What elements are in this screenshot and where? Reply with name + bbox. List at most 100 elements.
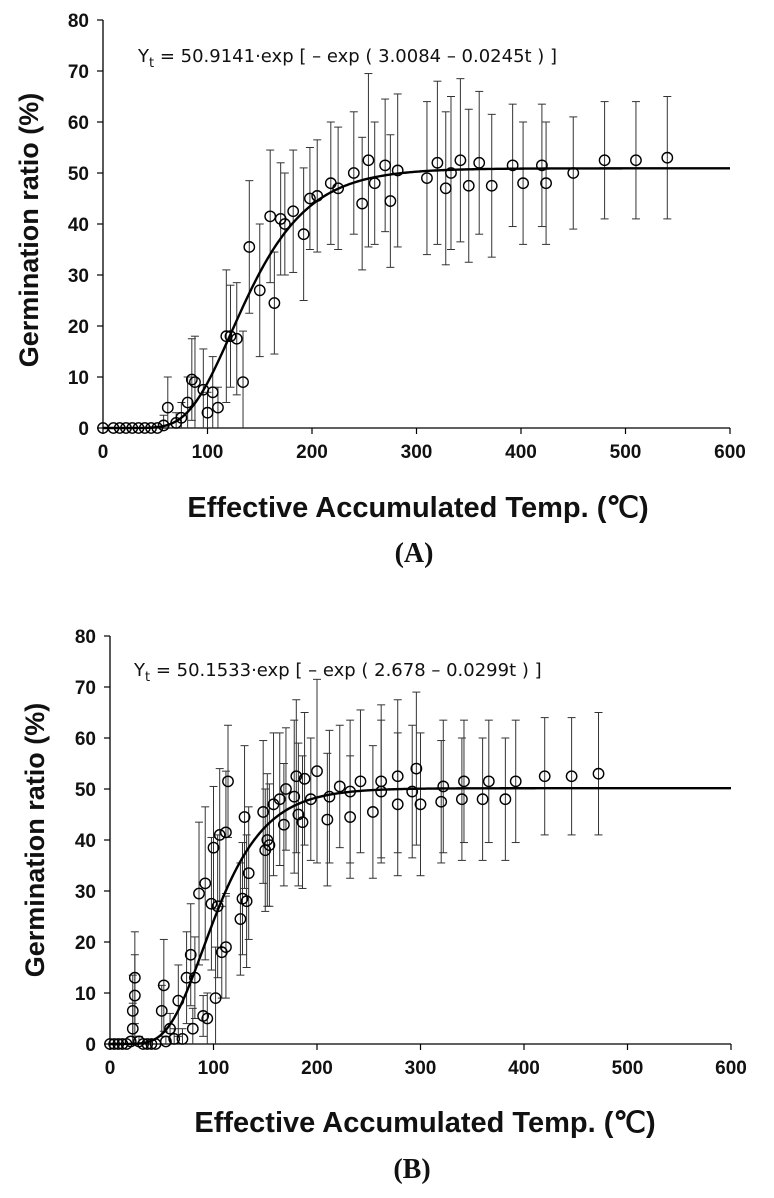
data-point <box>199 877 212 890</box>
data-point <box>220 941 232 953</box>
data-point <box>473 156 486 169</box>
data-point <box>128 989 141 1002</box>
data-point <box>181 396 194 409</box>
chart-b-points <box>104 762 605 1050</box>
data-point <box>176 1033 189 1045</box>
data-point <box>375 775 388 788</box>
data-point <box>458 775 470 788</box>
data-point <box>421 172 433 185</box>
data-point <box>304 192 316 205</box>
data-point <box>207 841 220 854</box>
data-point <box>243 241 256 253</box>
data-point <box>240 895 253 908</box>
chart-b-x-tick-label: 600 <box>715 1058 747 1079</box>
data-point <box>598 154 611 167</box>
chart-b-y-tick-label: 50 <box>75 780 96 801</box>
data-point <box>304 793 317 806</box>
data-point <box>126 422 139 434</box>
data-point <box>116 1038 129 1050</box>
chart-b-x-tick-label: 500 <box>612 1058 644 1079</box>
data-point <box>211 900 224 913</box>
data-point <box>253 284 266 297</box>
data-point <box>333 780 346 793</box>
data-point <box>145 1038 158 1050</box>
chart-b-panel-label: (B) <box>393 1154 430 1185</box>
chart-b-fitted-curve <box>110 787 731 1046</box>
data-point <box>161 401 174 414</box>
chart-b-y-tick-label: 80 <box>75 627 96 648</box>
chart-a-equation: Yt = 50.9141·exp [ – exp ( 3.0084 – 0.02… <box>137 46 557 71</box>
data-point <box>212 401 224 414</box>
data-point <box>137 1038 150 1050</box>
data-point <box>354 775 367 788</box>
data-point <box>237 376 249 388</box>
chart-a-y-tick-label: 10 <box>68 368 89 389</box>
data-point <box>206 386 219 399</box>
data-point <box>384 195 397 207</box>
data-point <box>112 1038 125 1050</box>
data-point <box>630 154 642 167</box>
data-point <box>159 1035 172 1048</box>
data-point <box>391 164 404 177</box>
data-point <box>311 190 324 202</box>
data-point <box>124 1035 137 1048</box>
data-point <box>138 422 151 434</box>
chart-a-y-ticks: 0 10 20 30 40 50 60 70 80 <box>68 11 103 440</box>
data-point <box>175 411 188 424</box>
data-point <box>362 154 375 167</box>
chart-a-panel-label: (A) <box>395 538 434 569</box>
chart-b-x-tick-label: 0 <box>105 1058 116 1079</box>
chart-b-y-tick-label: 70 <box>75 678 96 699</box>
data-point <box>517 177 529 190</box>
data-point <box>107 422 120 434</box>
data-point <box>201 406 214 419</box>
chart-a-fitted-curve <box>103 167 730 430</box>
data-point <box>213 829 226 841</box>
chart-b-x-tick-label: 100 <box>198 1058 230 1079</box>
chart-a-x-tick-label: 200 <box>296 442 328 463</box>
data-point <box>141 1038 154 1050</box>
data-point <box>476 793 489 806</box>
data-point <box>145 422 157 434</box>
data-point <box>222 775 234 788</box>
chart-a-x-label: Effective Accumulated Temp. (℃) <box>187 492 648 524</box>
data-point <box>184 948 197 961</box>
chart-b-y-ticks: 0 10 20 30 40 50 60 70 80 <box>75 627 110 1056</box>
data-point <box>268 297 281 309</box>
data-point <box>151 422 164 434</box>
chart-b-equation: Yt = 50.1533·exp [ – exp ( 2.678 – 0.029… <box>133 660 542 685</box>
data-point <box>132 422 145 434</box>
data-point <box>565 770 578 783</box>
data-point <box>323 790 336 803</box>
data-point <box>366 806 379 818</box>
data-point <box>391 770 404 783</box>
data-point <box>126 1022 139 1035</box>
chart-a-y-tick-label: 20 <box>68 317 89 338</box>
data-point <box>439 182 452 195</box>
data-point <box>344 785 357 798</box>
data-point <box>290 770 303 783</box>
chart-a-y-tick-label: 80 <box>68 11 89 32</box>
data-point <box>172 994 185 1007</box>
data-point <box>230 332 243 345</box>
data-point <box>113 422 126 434</box>
data-point <box>209 992 222 1004</box>
chart-a-x-tick-label: 400 <box>505 442 537 463</box>
data-point <box>344 811 357 823</box>
chart-b: 0 100 200 300 400 500 600 0 10 20 30 40 50 60 70 80 Yt… <box>20 627 747 1185</box>
data-point <box>462 179 475 192</box>
data-point <box>164 1022 176 1035</box>
chart-a-x-ticks: 0 100 200 300 400 500 600 <box>98 428 746 463</box>
chart-a-y-tick-label: 40 <box>68 215 89 236</box>
chart-a-x-tick-label: 100 <box>192 442 224 463</box>
chart-b-y-tick-label: 40 <box>75 831 96 852</box>
chart-a-y-tick-label: 50 <box>68 164 89 185</box>
data-point <box>188 971 201 984</box>
data-point <box>180 971 193 984</box>
data-point <box>126 1004 139 1017</box>
data-point <box>391 798 404 811</box>
data-point <box>157 419 170 432</box>
data-point <box>509 775 522 788</box>
data-point <box>273 793 286 806</box>
data-point <box>379 159 392 172</box>
